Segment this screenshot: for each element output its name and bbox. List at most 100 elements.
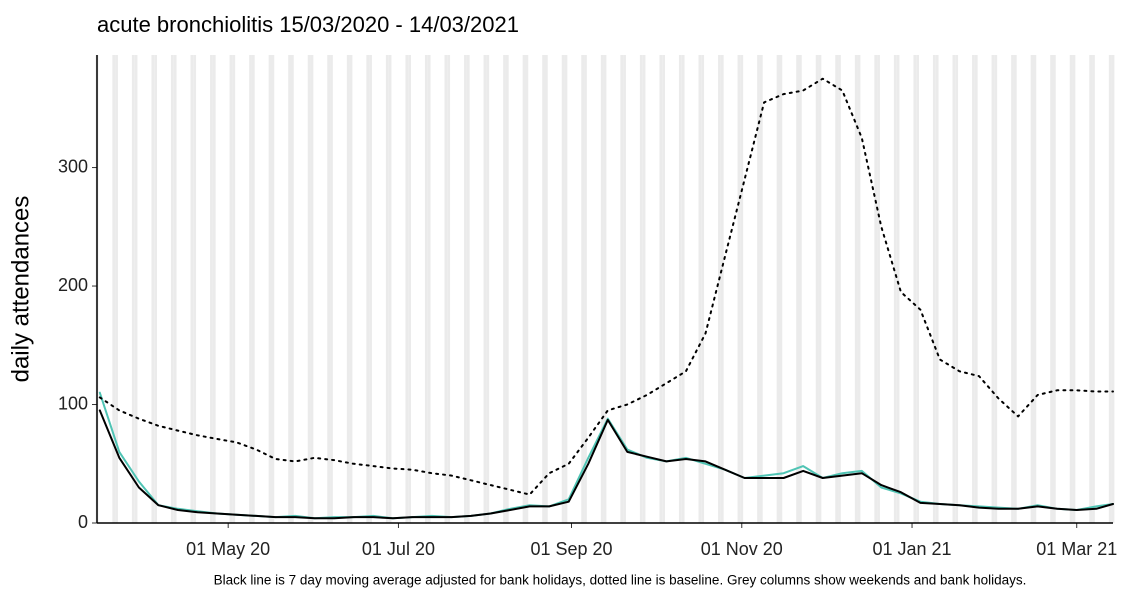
- weekend-column: [173, 55, 177, 523]
- weekend-column: [1108, 55, 1112, 523]
- weekend-column: [972, 55, 975, 523]
- chart-title: acute bronchiolitis 15/03/2020 - 14/03/2…: [97, 12, 519, 37]
- weekend-column: [522, 55, 526, 523]
- weekend-column: [427, 55, 431, 523]
- weekend-column: [623, 55, 626, 523]
- weekend-column: [932, 55, 936, 523]
- weekend-column: [642, 55, 646, 523]
- weekend-column: [955, 55, 959, 523]
- weekend-column: [698, 55, 702, 523]
- weekend-column: [346, 55, 350, 523]
- weekend-column: [720, 55, 724, 523]
- weekend-column: [366, 55, 370, 523]
- x-tick-label: 01 May 20: [186, 539, 270, 559]
- weekend-column: [542, 55, 545, 523]
- x-tick-label: 01 Mar 21: [1036, 539, 1117, 559]
- weekend-column: [115, 55, 118, 523]
- weekend-column: [659, 55, 663, 523]
- y-tick-label: 0: [78, 512, 88, 532]
- weekend-column: [134, 55, 138, 523]
- weekend-column: [483, 55, 487, 523]
- weekend-column: [1052, 55, 1056, 523]
- weekend-column: [447, 55, 451, 523]
- weekend-column: [288, 55, 291, 523]
- weekend-column: [581, 55, 585, 523]
- weekend-column: [620, 55, 624, 523]
- weekend-column: [444, 55, 448, 523]
- y-axis-label: daily attendances: [7, 196, 34, 383]
- weekend-column: [1011, 55, 1014, 523]
- weekend-column: [740, 55, 744, 523]
- weekend-column: [1013, 55, 1017, 523]
- weekend-column: [190, 55, 194, 523]
- weekend-column: [193, 55, 197, 523]
- weekend-column: [1030, 55, 1034, 523]
- weekend-column: [369, 55, 372, 523]
- weekend-column: [718, 55, 721, 523]
- weekend-column: [1069, 55, 1073, 523]
- weekend-column: [584, 55, 587, 523]
- weekend-column: [544, 55, 548, 523]
- weekend-column: [757, 55, 760, 523]
- weekend-column: [1089, 55, 1093, 523]
- weekend-column: [798, 55, 802, 523]
- weekend-column: [232, 55, 236, 523]
- weekend-column: [737, 55, 741, 523]
- weekend-column: [466, 55, 470, 523]
- weekend-column: [838, 55, 841, 523]
- weekend-column: [600, 55, 604, 523]
- weekend-column: [815, 55, 819, 523]
- y-tick-label: 300: [58, 156, 88, 176]
- weekend-column: [877, 55, 880, 523]
- weekend-column: [991, 55, 995, 523]
- weekend-column: [896, 55, 900, 523]
- weekend-column: [151, 55, 155, 523]
- weekend-column: [796, 55, 799, 523]
- weekend-column: [505, 55, 509, 523]
- weekend-column: [701, 55, 705, 523]
- weekend-column: [835, 55, 839, 523]
- weekend-column: [330, 55, 333, 523]
- weekend-column: [916, 55, 920, 523]
- weekend-column: [112, 55, 116, 523]
- weekend-column: [464, 55, 467, 523]
- weekend-column: [874, 55, 878, 523]
- weekend-column: [271, 55, 275, 523]
- weekend-column: [212, 55, 216, 523]
- weekend-column: [759, 55, 763, 523]
- weekend-column: [486, 55, 490, 523]
- plot-area: [95, 55, 1115, 523]
- weekend-column: [503, 55, 506, 523]
- weekend-column: [854, 55, 858, 523]
- weekend-column: [170, 55, 174, 523]
- y-tick-label: 200: [58, 275, 88, 295]
- weekend-column: [935, 55, 939, 523]
- caption: Black line is 7 day moving average adjus…: [214, 573, 1027, 588]
- series-line: [98, 409, 1114, 520]
- weekend-column: [525, 55, 529, 523]
- weekend-column: [893, 55, 897, 523]
- weekend-column: [408, 55, 412, 523]
- weekend-column: [154, 55, 158, 523]
- x-tick-label: 01 Jan 21: [872, 539, 951, 559]
- weekend-column: [952, 55, 956, 523]
- weekend-column: [662, 55, 666, 523]
- weekend-column: [678, 55, 682, 523]
- weekend-column: [405, 55, 409, 523]
- weekend-column: [681, 55, 685, 523]
- x-tick-label: 01 Jul 20: [362, 539, 435, 559]
- weekend-column: [327, 55, 331, 523]
- weekend-column: [251, 55, 255, 523]
- weekend-column: [1033, 55, 1037, 523]
- weekend-column: [210, 55, 213, 523]
- weekend-column: [388, 55, 392, 523]
- series-line: [98, 77, 1114, 496]
- weekend-column: [307, 55, 311, 523]
- weekend-column: [779, 55, 783, 523]
- weekend-column: [913, 55, 917, 523]
- weekend-column: [974, 55, 978, 523]
- x-tick-label: 01 Nov 20: [701, 539, 783, 559]
- weekend-column: [1111, 55, 1115, 523]
- weekend-column: [131, 55, 135, 523]
- weekend-column: [818, 55, 822, 523]
